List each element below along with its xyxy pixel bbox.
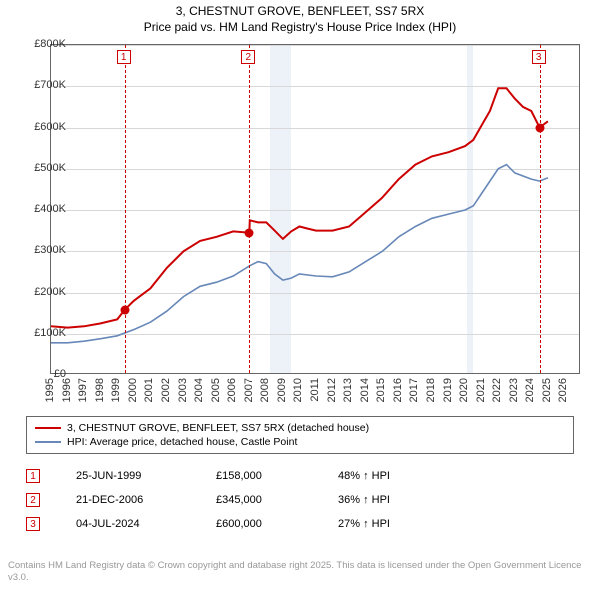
y-axis-label: £200K (34, 286, 66, 298)
title-line2: Price paid vs. HM Land Registry's House … (0, 20, 600, 36)
sale-dot (245, 228, 254, 237)
x-axis-label: 2019 (442, 378, 454, 402)
title-block: 3, CHESTNUT GROVE, BENFLEET, SS7 5RX Pri… (0, 0, 600, 35)
x-axis-label: 2018 (425, 378, 437, 402)
sales-date: 25-JUN-1999 (76, 470, 216, 482)
sales-price: £158,000 (216, 470, 338, 482)
sales-price: £345,000 (216, 494, 338, 506)
x-axis-label: 2003 (177, 378, 189, 402)
sales-row-marker: 1 (26, 469, 40, 483)
x-axis-label: 2001 (143, 378, 155, 402)
x-axis-label: 2009 (276, 378, 288, 402)
x-axis-label: 1998 (94, 378, 106, 402)
legend-label: 3, CHESTNUT GROVE, BENFLEET, SS7 5RX (de… (67, 422, 369, 434)
legend-swatch (35, 441, 61, 443)
y-axis-label: £700K (34, 79, 66, 91)
x-axis-label: 2013 (342, 378, 354, 402)
sales-row: 2 21-DEC-2006£345,00036% ↑ HPI (26, 488, 458, 512)
x-axis-label: 2002 (160, 378, 172, 402)
sales-pct: 48% ↑ HPI (338, 470, 458, 482)
legend-label: HPI: Average price, detached house, Cast… (67, 436, 297, 448)
x-axis-label: 1995 (44, 378, 56, 402)
sales-row-marker: 3 (26, 517, 40, 531)
legend: 3, CHESTNUT GROVE, BENFLEET, SS7 5RX (de… (26, 416, 574, 454)
x-axis-label: 2006 (226, 378, 238, 402)
chart-svg (51, 45, 579, 373)
sale-marker-number: 3 (532, 50, 546, 64)
x-axis-label: 1997 (77, 378, 89, 402)
y-axis-label: £500K (34, 162, 66, 174)
sale-marker-number: 1 (117, 50, 131, 64)
x-axis-label: 2011 (309, 378, 321, 402)
sales-date: 04-JUL-2024 (76, 518, 216, 530)
legend-row: HPI: Average price, detached house, Cast… (35, 435, 565, 449)
y-axis-label: £400K (34, 203, 66, 215)
chart-plot-area (50, 44, 580, 374)
sale-marker-line (540, 45, 541, 373)
x-axis-label: 1996 (61, 378, 73, 402)
y-axis-label: £800K (34, 38, 66, 50)
y-axis-label: £100K (34, 327, 66, 339)
sales-date: 21-DEC-2006 (76, 494, 216, 506)
x-axis-label: 2000 (127, 378, 139, 402)
chart-container: 3, CHESTNUT GROVE, BENFLEET, SS7 5RX Pri… (0, 0, 600, 590)
x-axis-label: 2020 (458, 378, 470, 402)
x-axis-label: 2007 (243, 378, 255, 402)
sales-table: 1 25-JUN-1999£158,00048% ↑ HPI 2 21-DEC-200… (26, 464, 458, 536)
attribution-text: Contains HM Land Registry data © Crown c… (8, 560, 592, 584)
x-axis-label: 2008 (259, 378, 271, 402)
sale-marker-line (125, 45, 126, 373)
sale-marker-line (249, 45, 250, 373)
x-axis-label: 2022 (491, 378, 503, 402)
x-axis-label: 2017 (408, 378, 420, 402)
sales-pct: 27% ↑ HPI (338, 518, 458, 530)
x-axis-label: 2004 (193, 378, 205, 402)
x-axis-label: 2023 (508, 378, 520, 402)
x-axis-label: 2025 (541, 378, 553, 402)
x-axis-label: 2015 (375, 378, 387, 402)
sale-dot (120, 305, 129, 314)
sale-dot (535, 123, 544, 132)
x-axis-label: 2026 (557, 378, 569, 402)
x-axis-label: 2005 (210, 378, 222, 402)
sales-row: 3 04-JUL-2024£600,00027% ↑ HPI (26, 512, 458, 536)
legend-row: 3, CHESTNUT GROVE, BENFLEET, SS7 5RX (de… (35, 421, 565, 435)
sales-row-marker: 2 (26, 493, 40, 507)
y-axis-label: £300K (34, 244, 66, 256)
sale-marker-number: 2 (241, 50, 255, 64)
legend-swatch (35, 427, 61, 429)
x-axis-label: 2024 (524, 378, 536, 402)
x-axis-label: 2016 (392, 378, 404, 402)
sales-row: 1 25-JUN-1999£158,00048% ↑ HPI (26, 464, 458, 488)
sales-pct: 36% ↑ HPI (338, 494, 458, 506)
x-axis-label: 2012 (326, 378, 338, 402)
x-axis-label: 2021 (475, 378, 487, 402)
x-axis-label: 2014 (359, 378, 371, 402)
sales-price: £600,000 (216, 518, 338, 530)
y-axis-label: £600K (34, 121, 66, 133)
title-line1: 3, CHESTNUT GROVE, BENFLEET, SS7 5RX (0, 4, 600, 20)
x-axis-label: 1999 (110, 378, 122, 402)
x-axis-label: 2010 (292, 378, 304, 402)
